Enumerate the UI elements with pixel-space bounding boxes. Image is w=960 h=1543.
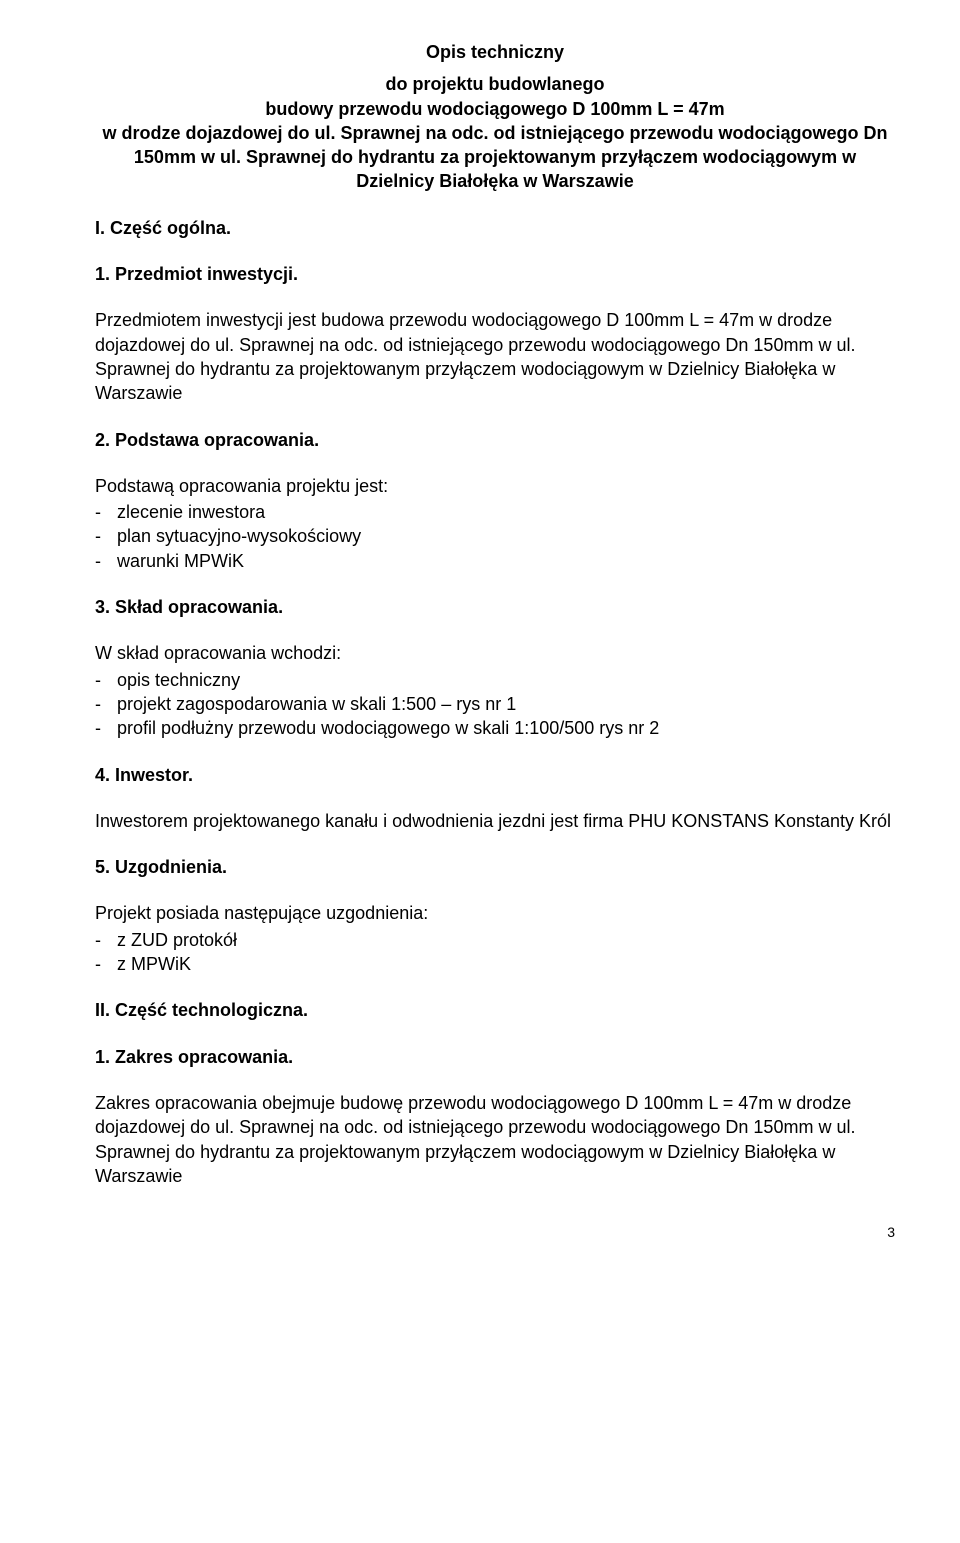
list-5: z ZUD protokół z MPWiK xyxy=(95,928,895,977)
heading-1: 1. Przedmiot inwestycji. xyxy=(95,262,895,286)
list-2: zlecenie inwestora plan sytuacyjno-wysok… xyxy=(95,500,895,573)
heading-4: 4. Inwestor. xyxy=(95,763,895,787)
paragraph-6: Zakres opracowania obejmuje budowę przew… xyxy=(95,1091,895,1188)
list-item: z ZUD protokół xyxy=(95,928,895,952)
heading-3: 3. Skład opracowania. xyxy=(95,595,895,619)
page-number: 3 xyxy=(95,1223,895,1242)
list-item: warunki MPWiK xyxy=(95,549,895,573)
list-item: projekt zagospodarowania w skali 1:500 –… xyxy=(95,692,895,716)
list-item: plan sytuacyjno-wysokościowy xyxy=(95,524,895,548)
document-subtitle: do projektu budowlanegobudowy przewodu w… xyxy=(95,72,895,193)
list-item: zlecenie inwestora xyxy=(95,500,895,524)
list-item: profil podłużny przewodu wodociągowego w… xyxy=(95,716,895,740)
list-item: z MPWiK xyxy=(95,952,895,976)
paragraph-4: Inwestorem projektowanego kanału i odwod… xyxy=(95,809,895,833)
section-i-heading: I. Część ogólna. xyxy=(95,216,895,240)
heading-2: 2. Podstawa opracowania. xyxy=(95,428,895,452)
paragraph-2-intro: Podstawą opracowania projektu jest: xyxy=(95,474,895,498)
section-ii-heading: II. Część technologiczna. xyxy=(95,998,895,1022)
paragraph-1: Przedmiotem inwestycji jest budowa przew… xyxy=(95,308,895,405)
paragraph-3-intro: W skład opracowania wchodzi: xyxy=(95,641,895,665)
paragraph-5-intro: Projekt posiada następujące uzgodnienia: xyxy=(95,901,895,925)
heading-6: 1. Zakres opracowania. xyxy=(95,1045,895,1069)
document-title: Opis techniczny xyxy=(95,40,895,64)
list-3: opis techniczny projekt zagospodarowania… xyxy=(95,668,895,741)
heading-5: 5. Uzgodnienia. xyxy=(95,855,895,879)
list-item: opis techniczny xyxy=(95,668,895,692)
